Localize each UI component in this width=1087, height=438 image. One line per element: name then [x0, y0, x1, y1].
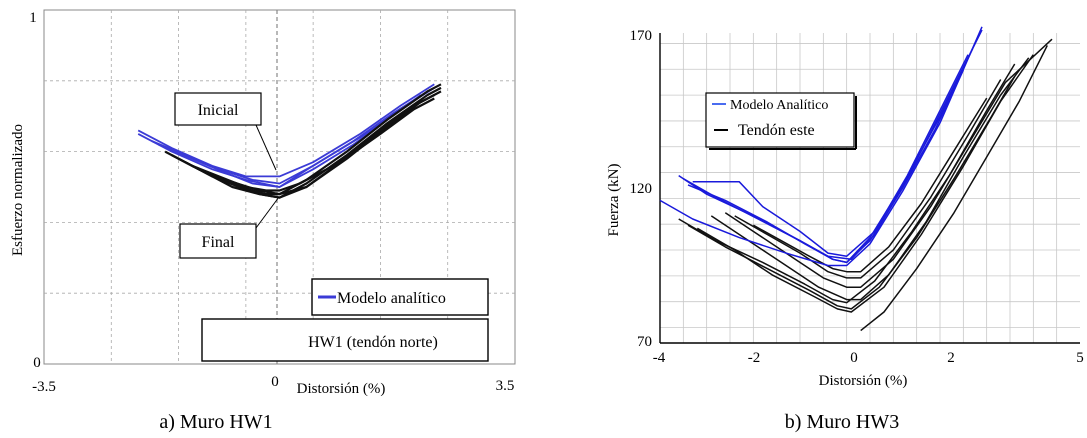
series-line [724, 38, 1053, 288]
caption-b: b) Muro HW3 [785, 411, 899, 433]
series-line [752, 97, 988, 273]
panel-a: 1 0 -3.5 0 3.5 Distorsión (%) Esfuerzo n… [10, 9, 516, 433]
series-line [687, 76, 1016, 310]
annotation-inicial: Inicial [198, 102, 239, 119]
x-axis-label: Distorsión (%) [297, 381, 386, 397]
x-tick-label: -3.5 [32, 379, 56, 395]
series-line [184, 94, 435, 196]
grid-a [44, 10, 515, 364]
series-line [692, 54, 969, 257]
x-tick-label: 0 [850, 350, 858, 366]
annotation-final: Final [202, 234, 235, 251]
y-axis-label: Esfuerzo normalizado [10, 124, 26, 256]
series-line [137, 83, 435, 178]
series-group-a [137, 83, 442, 199]
legend-label: Modelo analítico [337, 290, 446, 307]
series-group-b [659, 26, 1053, 332]
series-line [734, 79, 1002, 279]
y-axis-label: Fuerza (kN) [606, 164, 622, 237]
x-tick-label: -4 [653, 350, 666, 366]
caption-a: a) Muro HW1 [159, 411, 272, 433]
series-line [659, 26, 983, 267]
series-line [710, 57, 1030, 301]
annotation-box [179, 223, 257, 259]
y-tick-label: 0 [33, 355, 41, 371]
y-tick-label: 1 [29, 10, 37, 26]
series-line [682, 29, 983, 261]
annotation-leader [255, 124, 277, 171]
legend-a [311, 278, 489, 316]
y-tick-label: 170 [630, 28, 653, 44]
x-tick-label: 2 [947, 350, 955, 366]
x-axis-label: Distorsión (%) [819, 373, 908, 389]
series-line [860, 45, 1048, 332]
panel-b: 170 120 70 -4 -2 0 2 5 Distorsión (%) Fu… [606, 26, 1084, 433]
y-tick-label: 120 [630, 181, 653, 197]
series-line [191, 97, 435, 192]
specimen-box [201, 318, 489, 362]
series-line [696, 54, 1034, 313]
annotation-leader [255, 196, 280, 229]
legend-b [705, 92, 855, 148]
annotation-box [174, 92, 262, 126]
x-tick-label: 0 [271, 374, 279, 390]
specimen-label: HW1 (tendón norte) [308, 334, 438, 351]
x-tick-label: 5 [1076, 350, 1084, 366]
x-tick-label: 3.5 [496, 378, 515, 394]
y-tick-label: 70 [637, 334, 652, 350]
legend-label: Tendón este [738, 122, 815, 139]
grid-b [660, 33, 1080, 343]
series-line [687, 69, 964, 264]
legend-label: Modelo Analítico [730, 98, 828, 113]
x-tick-label: -2 [748, 350, 761, 366]
